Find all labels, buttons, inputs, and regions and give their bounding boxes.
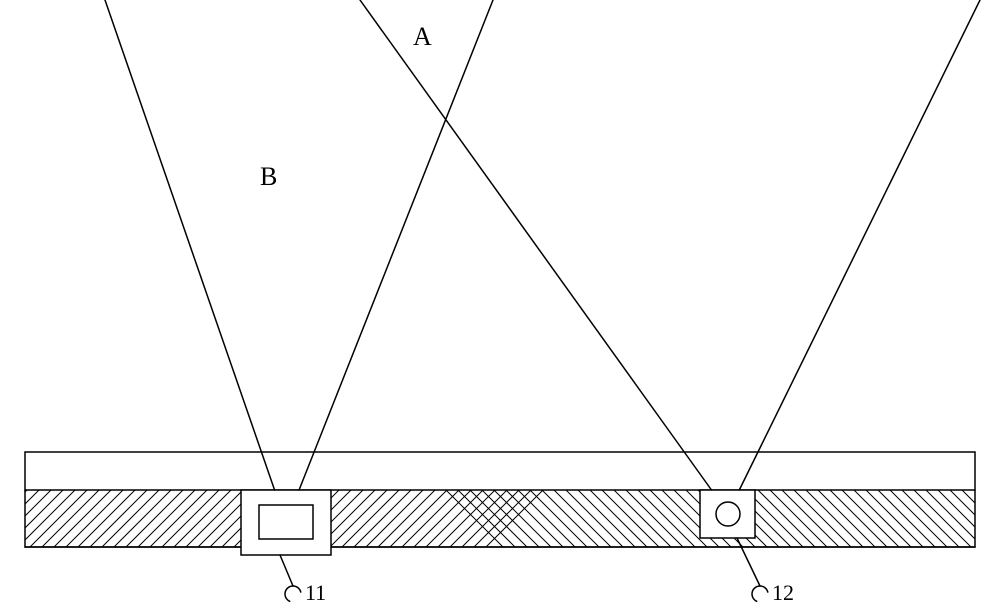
label-12: 12 xyxy=(772,580,794,605)
base-bar xyxy=(0,452,1000,547)
comp-11-inner xyxy=(259,505,313,539)
label-B: B xyxy=(260,162,277,191)
leader-11 xyxy=(280,555,301,602)
ray-11-right xyxy=(314,0,493,452)
ray-12-left xyxy=(360,0,684,452)
comp-12-circle xyxy=(716,502,740,526)
ray-11-left xyxy=(105,0,261,452)
label-A: A xyxy=(413,22,432,51)
label-11: 11 xyxy=(305,580,326,605)
ray-12-right xyxy=(758,0,980,452)
cone-rays xyxy=(105,0,980,452)
